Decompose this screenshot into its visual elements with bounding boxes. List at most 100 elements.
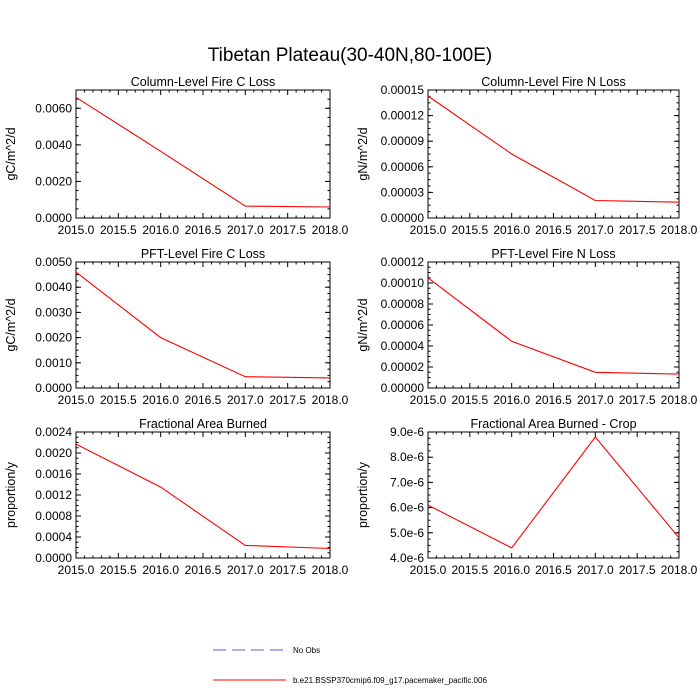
y-tick-label: 0.00006 [381,160,425,174]
x-tick-label: 2016.5 [185,393,222,407]
y-axis-label: proportion/y [4,461,18,528]
chart-panel-3: 2015.0 2015.5 2016.0 2016.5 2017.0 2017.5 2018… [4,247,349,407]
series-line [427,95,680,203]
chart-title: PFT-Level Fire C Loss [141,247,265,261]
x-tick-label: 2017.0 [227,393,264,407]
x-tick-label: 2016.0 [142,393,179,407]
x-tick-label: 2017.0 [227,223,264,237]
y-axis-label: proportion/y [356,461,370,528]
x-tick-label: 2018.0 [312,563,349,577]
y-tick-label: 0.0040 [35,280,72,294]
y-tick-label: 0.00000 [381,211,425,225]
y-tick-label: 0.0008 [35,509,72,523]
x-tick-label: 2017.5 [269,223,306,237]
y-tick-label: 0.00008 [381,297,425,311]
x-tick-label: 2016.5 [535,223,572,237]
figure-title: Tibetan Plateau(30-40N,80-100E) [208,45,492,66]
y-tick-label: 9.0e-6 [390,425,424,439]
series-line [427,436,680,549]
y-tick-label: 8.0e-6 [390,450,424,464]
x-tick-label: 2016.0 [493,393,530,407]
y-tick-label: 0.00006 [381,318,425,332]
x-tick-label: 2016.0 [142,563,179,577]
y-tick-label: 0.0020 [35,331,72,345]
x-tick-label: 2015.5 [451,393,488,407]
x-tick-label: 2017.5 [619,393,656,407]
series-line [75,271,331,379]
y-tick-label: 0.0010 [35,356,72,370]
x-tick-label: 2017.5 [269,393,306,407]
y-tick-label: 0.0050 [35,255,72,269]
x-tick-label: 2017.0 [577,223,614,237]
y-tick-label: 0.00012 [381,109,425,123]
y-tick-label: 0.0000 [35,551,72,565]
series-line [75,443,331,550]
series-line [427,277,680,375]
y-tick-label: 0.0004 [35,530,72,544]
plot-frame [427,261,680,389]
y-tick-label: 7.0e-6 [390,475,424,489]
y-tick-label: 5.0e-6 [390,526,424,540]
chart-panel-2: 2015.0 2015.5 2016.0 2016.5 2017.0 2017.5 2018… [356,75,698,237]
y-tick-label: 0.00000 [381,381,425,395]
x-tick-label: 2017.0 [577,393,614,407]
y-tick-label: 0.00010 [381,276,425,290]
x-tick-label: 2015.0 [58,223,95,237]
y-tick-label: 0.0016 [35,467,72,481]
x-tick-label: 2017.5 [619,563,656,577]
chart-title: PFT-Level Fire N Loss [491,247,615,261]
y-axis-label: gC/m^2/d [4,127,18,180]
x-tick-label: 2018.0 [312,393,349,407]
x-tick-label: 2015.0 [410,563,447,577]
y-tick-label: 0.0040 [35,138,72,152]
y-tick-label: 0.00015 [381,83,425,97]
x-tick-label: 2015.5 [100,563,137,577]
legend-label: No Obs [293,646,320,655]
chart-title: Fractional Area Burned [139,417,267,431]
x-tick-label: 2016.0 [493,223,530,237]
x-tick-label: 2015.5 [451,223,488,237]
chart-panel-4: 2015.0 2015.5 2016.0 2016.5 2017.0 2017.5 2018… [356,247,698,407]
x-tick-label: 2017.0 [577,563,614,577]
plot-frame [75,261,331,389]
y-tick-label: 0.0012 [35,488,72,502]
series-line [75,96,331,208]
y-axis-label: gN/m^2/d [356,127,370,180]
x-tick-label: 2016.0 [142,223,179,237]
legend-label: b.e21.BSSP370cmip6.f09_g17.pacemaker_pac… [293,676,487,685]
y-tick-label: 0.0060 [35,101,72,115]
plot-frame [427,431,680,559]
x-tick-label: 2017.0 [227,563,264,577]
chart-panel-1: 2015.0 2015.5 2016.0 2016.5 2017.0 2017.5 2018… [4,75,349,237]
x-tick-label: 2018.0 [661,393,698,407]
x-tick-label: 2016.0 [493,563,530,577]
y-tick-label: 0.00012 [381,255,425,269]
y-tick-label: 0.0024 [35,425,72,439]
x-tick-label: 2018.0 [661,223,698,237]
x-tick-label: 2016.5 [535,393,572,407]
y-tick-label: 0.0000 [35,381,72,395]
chart-title: Column-Level Fire N Loss [481,75,626,89]
y-tick-label: 4.0e-6 [390,551,424,565]
y-axis-label: gC/m^2/d [4,298,18,351]
x-tick-label: 2017.5 [269,563,306,577]
y-tick-label: 0.0030 [35,305,72,319]
y-tick-label: 0.0020 [35,174,72,188]
y-tick-label: 0.00009 [381,134,425,148]
x-tick-label: 2015.0 [58,563,95,577]
chart-title: Column-Level Fire C Loss [131,75,276,89]
chart-title: Fractional Area Burned - Crop [470,417,636,431]
plot-frame [75,89,331,219]
plot-frame [427,89,680,219]
x-tick-label: 2015.5 [100,223,137,237]
y-tick-label: 0.0020 [35,446,72,460]
x-tick-label: 2015.0 [410,393,447,407]
y-axis-label: gN/m^2/d [356,298,370,351]
x-tick-label: 2015.0 [410,223,447,237]
y-tick-label: 0.0000 [35,211,72,225]
x-tick-label: 2016.5 [185,563,222,577]
y-tick-label: 0.00003 [381,185,425,199]
x-tick-label: 2017.5 [619,223,656,237]
x-tick-label: 2016.5 [535,563,572,577]
